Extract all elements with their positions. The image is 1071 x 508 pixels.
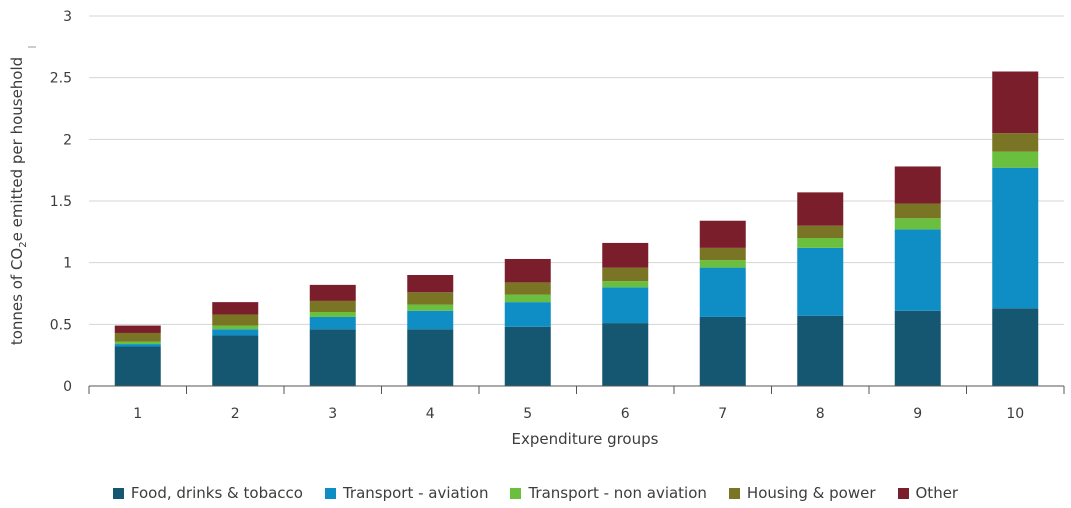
bar-segment [699,267,746,317]
bar-segment [894,310,941,386]
bar-segment [212,335,259,386]
bar-segment [114,346,161,386]
y-tick-label: 2 [63,132,72,148]
x-axis-title: Expenditure groups [512,430,659,448]
bar-segment [114,344,161,347]
legend-item: Food, drinks & tobacco [112,484,303,502]
bar-segment [309,284,356,301]
bar-segment [212,325,259,330]
legend-item: Transport - non aviation [510,484,707,502]
bar-segment [602,323,649,386]
x-tick-label: 2 [231,406,240,422]
legend-swatch [897,487,909,499]
bars [114,71,1039,386]
legend: Food, drinks & tobacco Transport - aviati… [0,484,1071,502]
bar-segment [114,325,161,333]
legend-item: Transport - aviation [324,484,489,502]
y-tick-label: 3 [63,9,72,25]
bar-segment [504,326,551,386]
x-tick-label: 5 [523,406,532,422]
bar-segment [114,341,161,345]
y-tick-label: 1 [63,256,72,272]
bar-segment [699,260,746,268]
x-tick-label: 9 [913,406,922,422]
bar-segment [309,316,356,330]
y-tick-label: 0 [63,379,72,395]
x-tick-label: 6 [621,406,630,422]
y-axis-title-text: tonnes of CO2e emitted per household [8,57,29,345]
bar-segment [309,329,356,386]
bar-segment [602,287,649,324]
x-tick-label: 1 [133,406,142,422]
bar-segment [212,302,259,315]
bar-segment [309,300,356,312]
x-tick-label: 7 [718,406,727,422]
bar-segment [797,192,844,226]
bar-segment [407,292,454,305]
bar-segment [504,302,551,327]
x-tick-label: 4 [426,406,435,422]
bar-segment [992,133,1039,152]
x-tick-label: 10 [1006,406,1024,422]
bar-segment [602,267,649,282]
bar-segment [992,71,1039,134]
y-tick-label: 2.5 [50,71,72,87]
bar-segment [699,220,746,248]
bar-segment [407,329,454,386]
bar-segment [797,247,844,316]
legend-swatch [324,487,336,499]
bar-segment [212,329,259,336]
bar-segment [114,332,161,342]
bar-segment [992,151,1039,168]
legend-label: Transport - non aviation [528,484,707,502]
bar-segment [407,275,454,293]
bar-segment [212,314,259,326]
bar-segment [797,238,844,248]
bar-segment [504,282,551,295]
bar-segment [894,203,941,219]
legend-label: Food, drinks & tobacco [130,484,303,502]
bar-segment [992,308,1039,386]
y-axis-ticks: 0 0.5 1 1.5 2 2.5 3 [50,9,72,395]
bar-segment [407,310,454,330]
bar-segment [699,316,746,386]
bar-segment [894,229,941,311]
legend-swatch [510,487,522,499]
legend-item: Other [897,484,959,502]
x-tick-label: 3 [328,406,337,422]
y-tick-label: 1.5 [50,194,72,210]
y-axis-title: tonnes of CO2e emitted per household [8,57,29,345]
bar-segment [699,247,746,261]
bar-segment [407,304,454,311]
legend-item: Housing & power [728,484,876,502]
bar-segment [894,218,941,230]
y-tick-label: 0.5 [50,317,72,333]
legend-swatch [728,487,740,499]
bar-segment [797,315,844,386]
bar-segment [309,312,356,317]
bar-segment [797,225,844,238]
legend-swatch [112,487,124,499]
legend-label: Housing & power [746,484,876,502]
bar-segment [992,167,1039,309]
legend-label: Transport - aviation [342,484,489,502]
x-tick-label: 8 [816,406,825,422]
bar-segment [504,294,551,303]
bar-segment [894,166,941,204]
bar-segment [504,258,551,283]
bar-segment [602,242,649,268]
x-axis: 1 2 3 4 5 6 7 8 9 10 [88,385,1065,422]
legend-label: Other [915,484,959,502]
bar-segment [602,281,649,288]
